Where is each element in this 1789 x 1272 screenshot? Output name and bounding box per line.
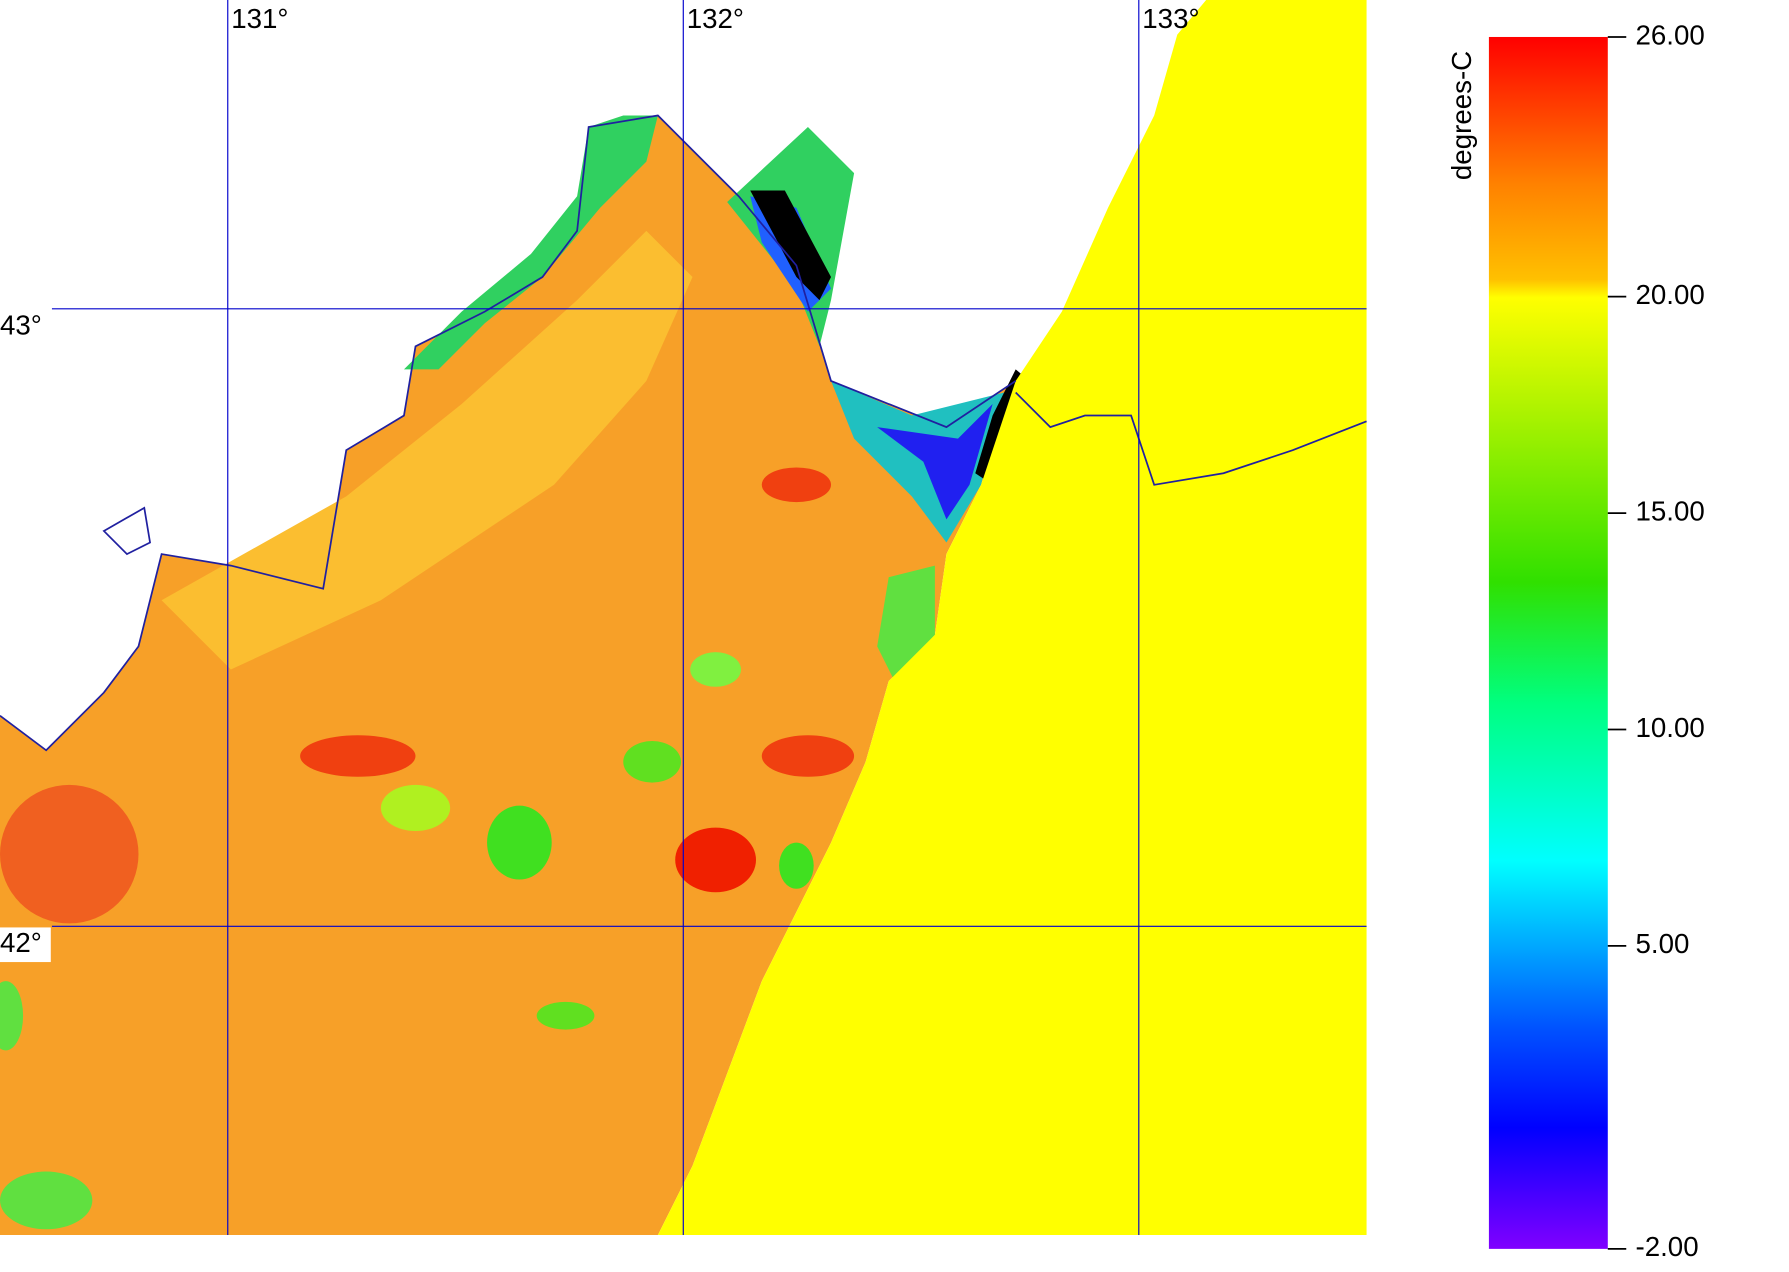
x-tick-label: 131° xyxy=(231,3,288,34)
coastal-cold xyxy=(831,380,1005,543)
coastal-cold xyxy=(877,565,935,682)
warm-patch xyxy=(0,784,139,924)
cool-patch xyxy=(487,805,552,880)
cool-patch xyxy=(623,741,681,783)
x-tick-label: 132° xyxy=(687,3,744,34)
coastline xyxy=(0,114,1017,752)
colorbar-label: degrees-C xyxy=(1446,51,1477,180)
island xyxy=(102,506,152,556)
colorbar-tick-label: 15.00 xyxy=(1635,495,1704,526)
colorbar-tick-label: -2.00 xyxy=(1635,1231,1698,1262)
colorbar-tick-label: 5.00 xyxy=(1635,928,1689,959)
warm-patch xyxy=(761,467,832,503)
colorbar-tick-label: 26.00 xyxy=(1635,19,1704,50)
coastline xyxy=(1015,391,1367,486)
colorbar xyxy=(1488,36,1608,1249)
label-background xyxy=(0,927,51,963)
colorbar-tick-label: 20.00 xyxy=(1635,279,1704,310)
sea-band xyxy=(161,230,693,670)
y-tick-label: 42° xyxy=(0,927,42,958)
coastal-cold xyxy=(877,404,993,520)
coastal-cold xyxy=(403,115,658,370)
cool-patch xyxy=(0,981,24,1051)
cool-patch xyxy=(536,1001,595,1030)
cool-patch xyxy=(0,1171,93,1230)
colorbar-tick-label: 10.00 xyxy=(1635,712,1704,743)
graticule: 131° 132° 133° 43° 42° xyxy=(0,0,1367,1236)
warm-patch xyxy=(761,735,855,777)
y-tick-label: 43° xyxy=(0,310,42,341)
cool-patch xyxy=(380,784,451,832)
cool-patch xyxy=(690,652,741,687)
sea-warm xyxy=(0,115,1016,1236)
cool-patch xyxy=(779,842,814,889)
label-background xyxy=(0,309,51,345)
coastal-black xyxy=(750,190,832,301)
warm-patch xyxy=(675,827,756,893)
warm-patch xyxy=(300,735,416,777)
x-tick-label: 133° xyxy=(1142,3,1199,34)
